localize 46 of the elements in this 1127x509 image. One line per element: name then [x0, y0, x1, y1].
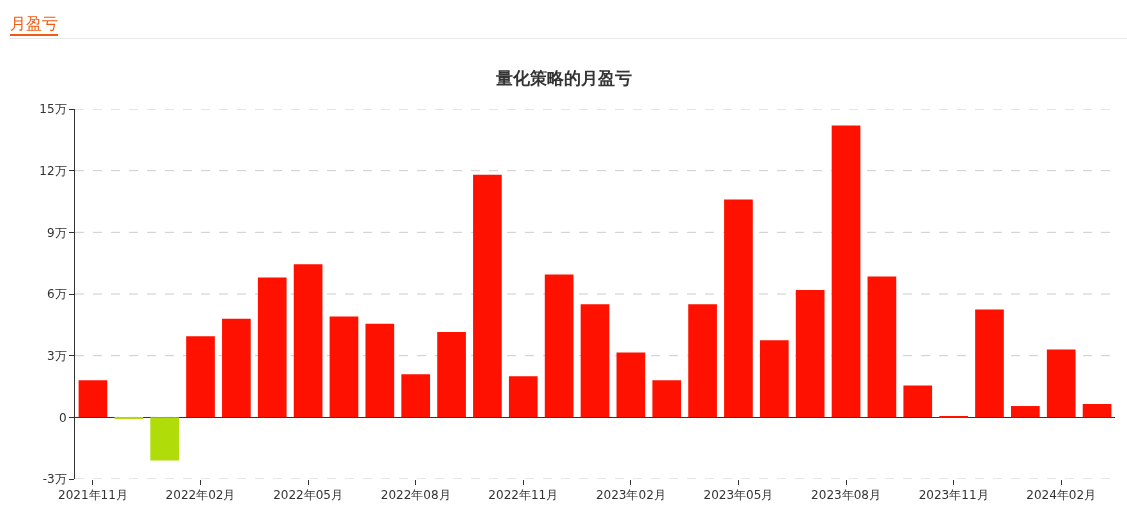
bar [1011, 406, 1040, 418]
bar [795, 289, 825, 418]
y-tick-label: 3万 [46, 348, 67, 363]
x-tick-label: 2021年11月 [58, 488, 128, 503]
bar [222, 318, 251, 418]
y-tick-label: 12万 [39, 163, 67, 178]
bar [688, 304, 717, 418]
bar [652, 380, 682, 418]
bar [437, 332, 466, 418]
bar [1046, 349, 1076, 418]
bar [150, 417, 179, 461]
bar [365, 323, 395, 418]
bar [903, 385, 933, 418]
bar [975, 309, 1004, 418]
x-tick-label: 2022年05月 [273, 488, 344, 503]
x-tick-label: 2022年11月 [488, 488, 559, 503]
bar [1082, 403, 1112, 418]
bar [257, 277, 287, 418]
y-tick-label: 0 [58, 410, 67, 425]
bar [401, 374, 431, 418]
y-tick-label: 6万 [46, 287, 67, 302]
y-tick-label: 15万 [39, 102, 67, 117]
bar [616, 352, 646, 418]
bar [724, 199, 753, 418]
bar [186, 336, 215, 418]
bar [473, 174, 502, 418]
x-tick-label: 2023年02月 [595, 488, 666, 503]
y-tick-label: 9万 [46, 225, 67, 240]
bar [78, 380, 108, 418]
bar [544, 274, 574, 418]
bar [580, 304, 610, 418]
chart-title: 量化策略的月盈亏 [494, 67, 632, 88]
x-tick-label: 2024年02月 [1026, 488, 1097, 503]
y-tick-label: -3万 [42, 472, 67, 487]
bar [759, 340, 789, 418]
x-tick-label: 2022年08月 [380, 488, 451, 503]
bar [293, 264, 323, 418]
x-tick-label: 2023年11月 [918, 488, 989, 503]
bar [329, 316, 359, 418]
bar [831, 125, 861, 418]
text: 月盈亏 [10, 14, 58, 36]
bar [867, 276, 897, 418]
x-tick-label: 2023年05月 [703, 488, 774, 503]
x-tick-label: 2022年02月 [165, 488, 236, 503]
bar [508, 376, 538, 418]
x-tick-label: 2023年08月 [811, 488, 881, 503]
